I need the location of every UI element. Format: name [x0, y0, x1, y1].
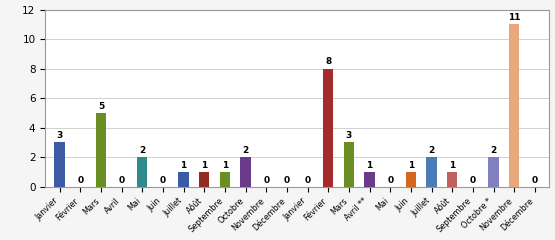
Text: 2: 2 — [139, 146, 145, 155]
Text: 0: 0 — [263, 175, 269, 185]
Bar — [323, 69, 334, 187]
Bar — [54, 142, 65, 187]
Text: 0: 0 — [470, 175, 476, 185]
Text: 3: 3 — [57, 131, 63, 140]
Bar — [406, 172, 416, 187]
Text: 2: 2 — [428, 146, 435, 155]
Text: 0: 0 — [77, 175, 83, 185]
Bar — [426, 157, 437, 187]
Text: 11: 11 — [508, 13, 521, 22]
Text: 3: 3 — [346, 131, 352, 140]
Text: 0: 0 — [284, 175, 290, 185]
Text: 2: 2 — [243, 146, 249, 155]
Bar — [137, 157, 148, 187]
Bar — [344, 142, 354, 187]
Text: 8: 8 — [325, 57, 331, 66]
Bar — [488, 157, 499, 187]
Text: 1: 1 — [449, 161, 456, 170]
Text: 0: 0 — [387, 175, 393, 185]
Bar — [179, 172, 189, 187]
Bar — [96, 113, 106, 187]
Text: 0: 0 — [160, 175, 166, 185]
Bar — [220, 172, 230, 187]
Bar — [509, 24, 519, 187]
Bar — [447, 172, 457, 187]
Bar — [240, 157, 251, 187]
Text: 2: 2 — [491, 146, 497, 155]
Text: 0: 0 — [532, 175, 538, 185]
Text: 1: 1 — [180, 161, 187, 170]
Text: 1: 1 — [222, 161, 228, 170]
Text: 1: 1 — [408, 161, 414, 170]
Bar — [199, 172, 209, 187]
Text: 1: 1 — [366, 161, 373, 170]
Text: 1: 1 — [201, 161, 208, 170]
Text: 0: 0 — [119, 175, 125, 185]
Text: 0: 0 — [305, 175, 311, 185]
Text: 5: 5 — [98, 102, 104, 111]
Bar — [365, 172, 375, 187]
